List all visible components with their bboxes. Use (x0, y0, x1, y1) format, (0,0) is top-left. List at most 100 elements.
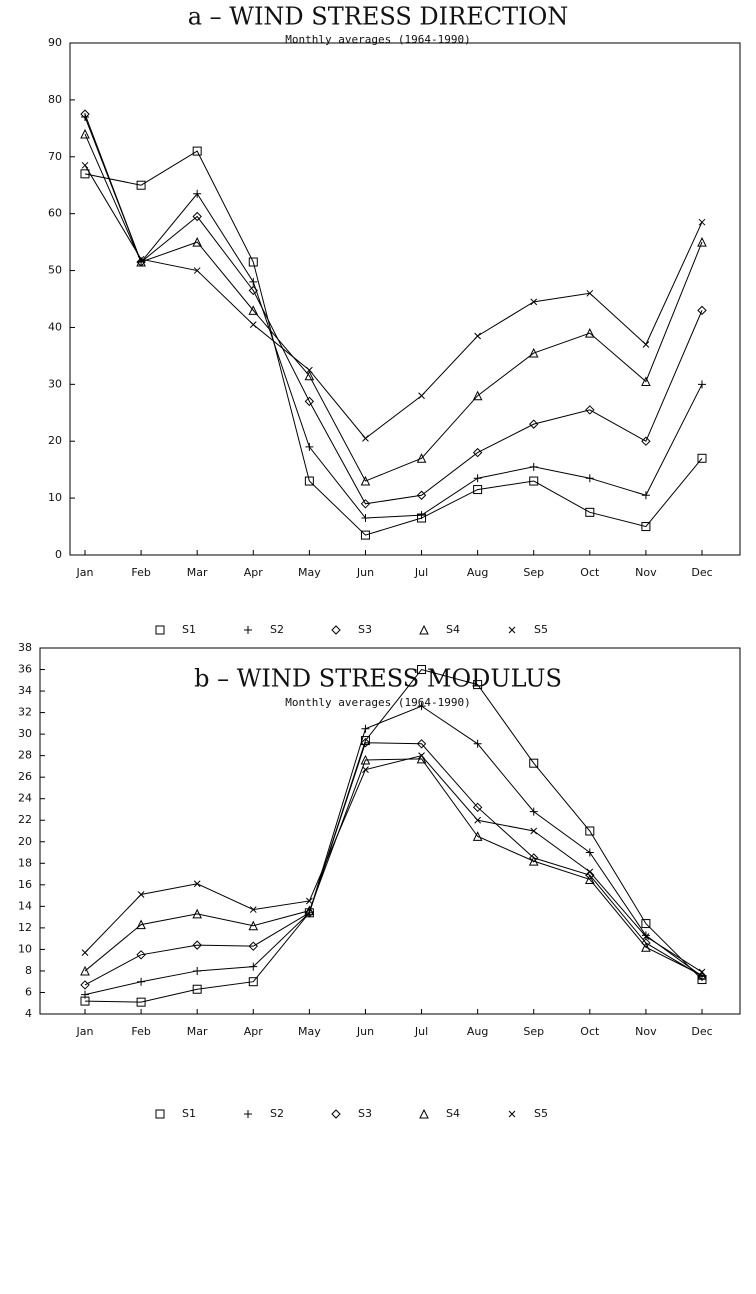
marker (698, 218, 706, 226)
marker (305, 442, 314, 451)
marker (193, 267, 201, 274)
marker (585, 874, 595, 884)
marker (331, 1109, 341, 1119)
y-tick-label: 80 (48, 93, 62, 106)
legend-label: S4 (446, 1107, 460, 1120)
series-line (84, 113, 703, 505)
marker (473, 474, 482, 483)
marker (192, 146, 202, 156)
series-line (84, 668, 703, 1003)
marker (248, 257, 258, 267)
marker (472, 802, 483, 813)
marker (136, 180, 146, 190)
marker (361, 724, 370, 733)
marker (155, 1109, 165, 1119)
series-line (84, 150, 703, 536)
series-line (84, 758, 703, 976)
marker (136, 256, 146, 267)
marker (585, 405, 595, 415)
x-tick-label: Apr (244, 566, 264, 579)
y-tick-label: 22 (18, 813, 32, 826)
marker (698, 380, 706, 389)
marker (80, 980, 90, 990)
marker (362, 766, 369, 773)
y-tick-label: 8 (25, 964, 32, 977)
marker (529, 853, 539, 863)
marker (80, 965, 90, 976)
x-tick-label: Feb (131, 566, 150, 579)
legend-label: S2 (270, 1107, 284, 1120)
marker (508, 1110, 516, 1118)
series-line (84, 133, 703, 482)
marker (697, 970, 707, 980)
x-tick-label: Dec (691, 566, 712, 579)
chart-title: b – WIND STRESS MODULUS (194, 665, 562, 693)
marker (360, 475, 371, 486)
marker (244, 626, 252, 634)
x-tick-label: Apr (244, 1025, 264, 1038)
marker (529, 462, 538, 471)
y-tick-label: 28 (18, 749, 32, 762)
marker (192, 940, 202, 950)
x-tick-label: Mar (187, 1025, 208, 1038)
y-tick-label: 40 (48, 320, 62, 333)
x-tick-label: Jul (414, 1025, 428, 1038)
marker (585, 328, 595, 338)
y-tick-label: 34 (18, 684, 32, 697)
marker (641, 942, 651, 952)
marker (472, 447, 483, 458)
legend-label: S5 (534, 1107, 548, 1120)
marker (642, 341, 650, 348)
marker (249, 906, 257, 913)
marker (155, 625, 165, 635)
marker (248, 305, 259, 315)
marker (641, 522, 651, 532)
marker (248, 941, 258, 951)
x-tick-label: Aug (467, 566, 488, 579)
x-tick-label: Jun (356, 1025, 374, 1038)
legend-label: S5 (534, 623, 548, 636)
marker (473, 485, 483, 495)
x-tick-label: Sep (523, 566, 544, 579)
y-tick-label: 20 (48, 434, 62, 447)
marker (530, 298, 538, 306)
series-line (84, 165, 703, 440)
marker (136, 950, 146, 960)
y-tick-label: 18 (18, 856, 32, 869)
x-tick-label: Jul (414, 566, 428, 579)
x-tick-label: Nov (635, 566, 657, 579)
marker (137, 891, 145, 898)
marker (248, 920, 259, 931)
y-tick-label: 6 (25, 985, 32, 998)
marker (585, 826, 595, 836)
marker (697, 236, 707, 247)
marker (81, 949, 89, 956)
y-tick-label: 14 (18, 899, 32, 912)
chart-title: a – WIND STRESS DIRECTION (188, 3, 569, 31)
marker (304, 396, 315, 407)
y-tick-label: 20 (18, 835, 32, 848)
y-tick-label: 38 (18, 641, 32, 654)
x-tick-label: Feb (131, 1025, 150, 1038)
legend-label: S1 (182, 623, 196, 636)
x-tick-label: Aug (467, 1025, 488, 1038)
x-tick-label: May (298, 1025, 321, 1038)
marker (641, 376, 651, 386)
marker (419, 1108, 429, 1119)
marker (417, 702, 426, 711)
marker (641, 919, 651, 929)
marker (416, 490, 427, 500)
y-tick-label: 12 (18, 921, 32, 934)
x-tick-label: Sep (523, 1025, 544, 1038)
marker (249, 962, 258, 971)
plot-frame (69, 42, 741, 556)
marker (417, 511, 426, 520)
marker (416, 739, 427, 749)
marker (81, 990, 89, 999)
marker (585, 507, 595, 517)
marker (529, 476, 539, 486)
marker (641, 436, 651, 446)
marker (529, 758, 539, 768)
y-tick-label: 90 (48, 36, 62, 49)
marker (304, 905, 315, 916)
